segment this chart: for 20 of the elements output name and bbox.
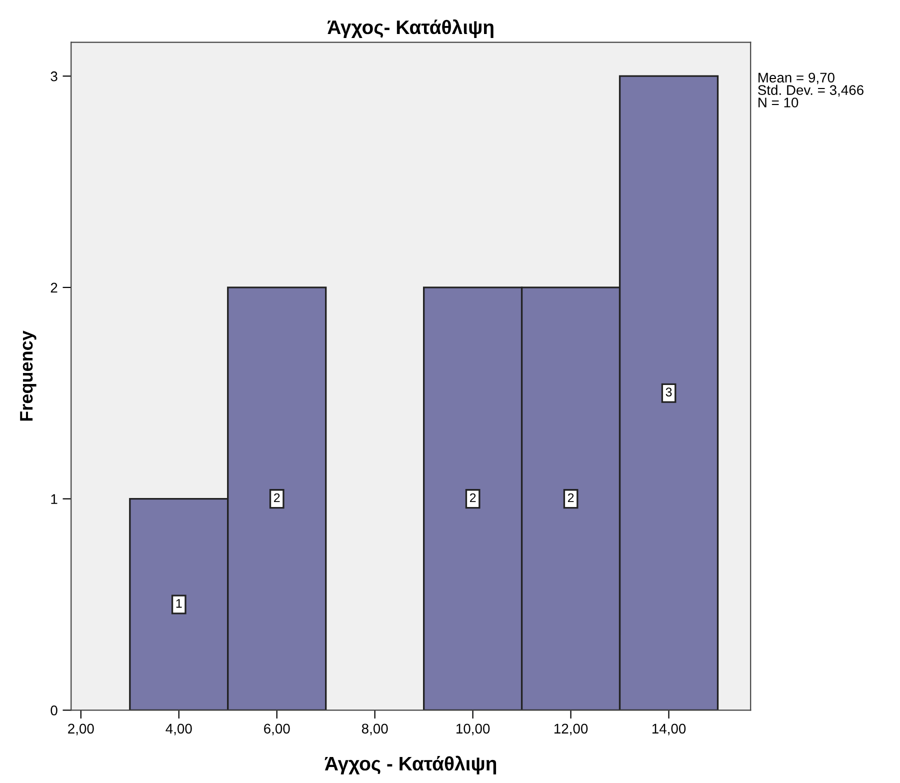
x-tick-label: 2,00 bbox=[68, 724, 94, 736]
x-tick-label: 12,00 bbox=[554, 724, 588, 736]
x-tick-label: 10,00 bbox=[456, 724, 490, 736]
text: Mean = 9,70 Std. Dev. = 3,466 N = 10 bbox=[758, 72, 864, 108]
data-label: 2 bbox=[568, 493, 574, 502]
y-tick-label: 3 bbox=[50, 71, 58, 82]
y-tick-label: 0 bbox=[50, 706, 58, 716]
data-label: 2 bbox=[274, 493, 280, 502]
data-label: 1 bbox=[176, 599, 182, 608]
x-tick-label: 6,00 bbox=[264, 724, 290, 736]
y-tick-label: 1 bbox=[51, 494, 58, 504]
x-tick-label: 14,00 bbox=[652, 724, 686, 736]
x-axis-title: Άγχος - Κατάθλιψη bbox=[324, 756, 496, 774]
y-tick-label: 2 bbox=[50, 282, 58, 292]
chart-title: Άγχος- Κατάθλιψη bbox=[328, 19, 494, 38]
x-tick-label: 8,00 bbox=[362, 724, 388, 736]
y-axis-title: Frequency bbox=[20, 330, 36, 421]
data-label: 3 bbox=[666, 388, 672, 396]
x-tick-label: 4,00 bbox=[166, 724, 192, 736]
data-label: 2 bbox=[470, 493, 476, 502]
